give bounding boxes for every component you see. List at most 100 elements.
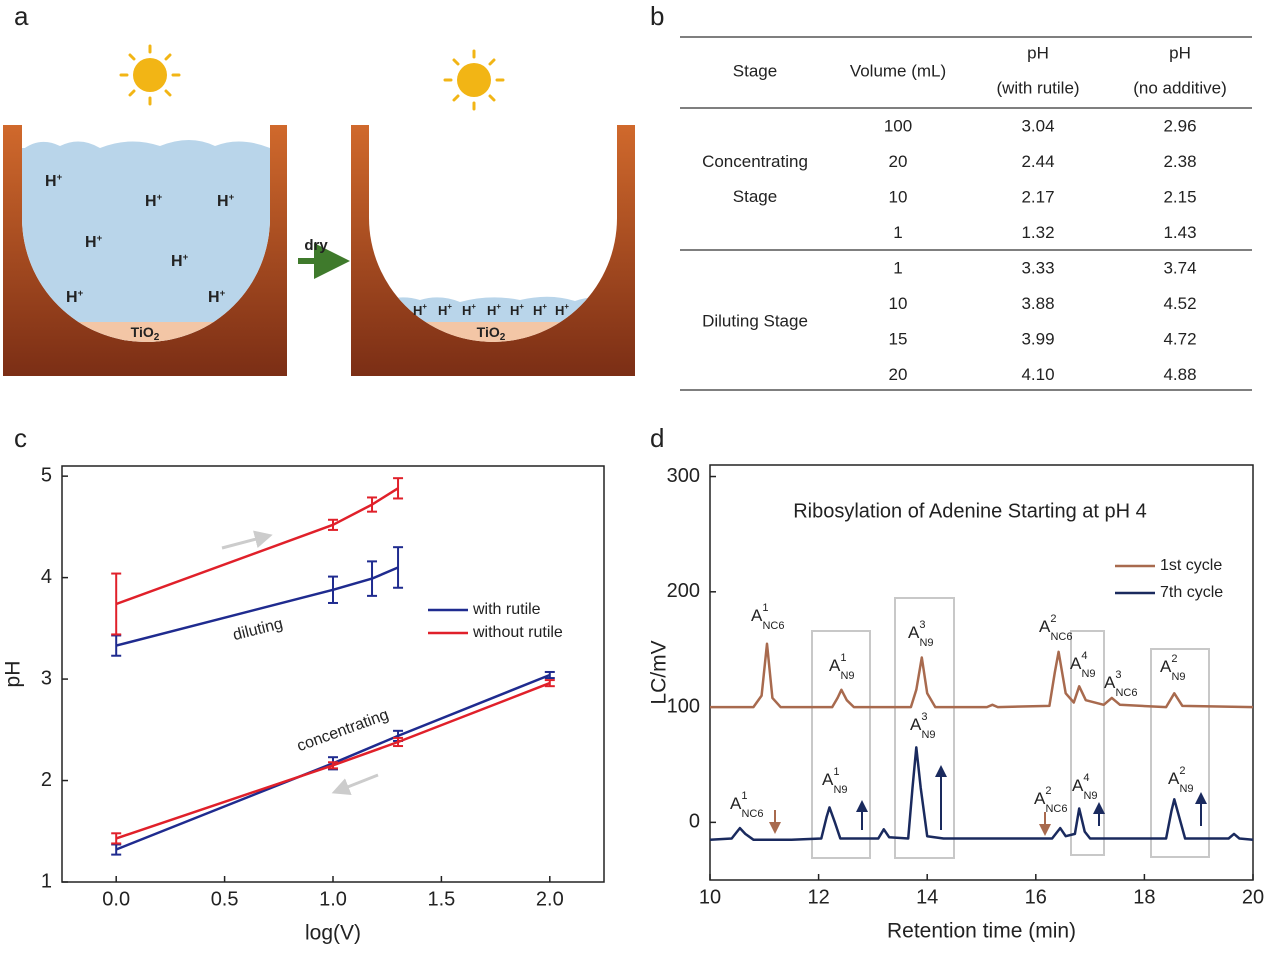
peak-sup: 3 <box>919 619 925 631</box>
substrate-text: TiO <box>477 324 500 340</box>
peak-label: A1 N9 <box>822 766 848 796</box>
ion-charge: + <box>183 252 189 263</box>
substrate-label: TiO2 <box>131 324 160 343</box>
direction-arrow <box>331 773 379 796</box>
error-bar <box>328 518 338 531</box>
error-bar <box>544 679 555 688</box>
ion-label: H+ <box>438 302 452 318</box>
ion-charge: + <box>447 302 452 311</box>
peak-label: A1 NC6 <box>730 790 763 820</box>
y-tick-label: 2 <box>41 769 52 791</box>
y-tick-label: 4 <box>41 566 52 588</box>
table-header: pH <box>1027 43 1049 62</box>
table-header: (with rutile) <box>996 78 1079 97</box>
peak-letter: A <box>751 606 763 625</box>
table-header: Volume (mL) <box>850 61 946 80</box>
panel-label: a <box>14 1 29 31</box>
ion-label: H+ <box>85 233 103 252</box>
peak-sup: 1 <box>762 602 768 614</box>
ion-symbol: H <box>217 193 229 210</box>
ion-label: H+ <box>462 302 476 318</box>
peak-label: A4 N9 <box>1070 650 1096 680</box>
table-cell: 10 <box>889 187 908 206</box>
ion-symbol: H <box>438 303 447 318</box>
table-cell: 1 <box>893 223 902 242</box>
ion-label: H+ <box>217 192 235 211</box>
ion-symbol: H <box>510 303 519 318</box>
ion-symbol: H <box>85 234 97 251</box>
peak-sub: N9 <box>840 670 854 682</box>
x-tick-label: 16 <box>1025 886 1047 908</box>
y-tick-label: 300 <box>667 465 700 487</box>
peak-letter: A <box>829 656 841 675</box>
ion-charge: + <box>157 192 163 203</box>
x-tick-label: 12 <box>807 886 829 908</box>
y-axis-label: LC/mV <box>648 640 671 704</box>
table-cell: 20 <box>889 365 908 384</box>
table-cell: 2.15 <box>1163 187 1196 206</box>
ion-charge: + <box>564 302 569 311</box>
x-tick-label: 1.5 <box>427 888 455 910</box>
peak-letter: A <box>1039 617 1051 636</box>
table-cell: 3.04 <box>1021 116 1054 135</box>
table-cell: 3.88 <box>1021 294 1054 313</box>
annotation: concentrating <box>295 706 391 755</box>
series-line <box>709 746 1254 841</box>
x-tick-label: 20 <box>1242 886 1264 908</box>
ion-label: H+ <box>171 252 189 271</box>
table-cell: 3.74 <box>1163 258 1196 277</box>
y-tick-label: 1 <box>41 870 52 892</box>
ion-label: H+ <box>487 302 501 318</box>
peak-sup: 2 <box>1171 653 1177 665</box>
x-tick-label: 1.0 <box>319 888 347 910</box>
peak-sup: 1 <box>833 766 839 778</box>
peak-letter: A <box>1070 654 1082 673</box>
ion-label: H+ <box>45 172 63 191</box>
error-bar <box>367 560 378 597</box>
panel-label: c <box>14 423 27 453</box>
table-cell: 1.32 <box>1021 223 1054 242</box>
table-cell: 10 <box>889 294 908 313</box>
table-header: (no additive) <box>1133 78 1227 97</box>
peak-sub: NC6 <box>1115 687 1137 699</box>
table-cell: 2.17 <box>1021 187 1054 206</box>
table-cell: 4.10 <box>1021 365 1054 384</box>
error-bar <box>111 832 122 845</box>
legend-label: without rutile <box>472 624 563 641</box>
y-tick-label: 3 <box>41 667 52 689</box>
peak-letter: A <box>822 770 834 789</box>
stage-label: Concentrating <box>702 152 808 171</box>
peak-sub: N9 <box>919 637 933 649</box>
peak-sup: 1 <box>840 652 846 664</box>
series-line <box>115 487 551 840</box>
table-cell: 15 <box>889 329 908 348</box>
peak-sup: 1 <box>741 790 747 802</box>
ion-symbol: H <box>413 303 422 318</box>
ion-charge: + <box>220 288 226 299</box>
peak-sup: 3 <box>921 711 927 723</box>
ion-label: H+ <box>413 302 427 318</box>
table-cell: 20 <box>889 152 908 171</box>
ion-label: H+ <box>66 288 84 307</box>
table-cell: 2.96 <box>1163 116 1196 135</box>
peak-sub: N9 <box>1171 671 1185 683</box>
error-bar <box>328 575 338 604</box>
peak-label: A2 NC6 <box>1039 613 1072 643</box>
x-tick-label: 10 <box>699 886 721 908</box>
peak-sup: 2 <box>1050 613 1056 625</box>
table-header: Stage <box>733 61 777 80</box>
peak-sup: 4 <box>1083 772 1089 784</box>
ion-symbol: H <box>171 253 183 270</box>
ion-symbol: H <box>145 193 157 210</box>
x-tick-label: 0.5 <box>211 888 239 910</box>
ion-symbol: H <box>45 173 57 190</box>
ion-symbol: H <box>487 303 496 318</box>
ion-label: H+ <box>208 288 226 307</box>
ion-charge: + <box>97 233 103 244</box>
error-bar <box>111 843 122 856</box>
table-cell: 1.43 <box>1163 223 1196 242</box>
series-line <box>710 642 1254 709</box>
error-bar <box>111 634 122 657</box>
peak-letter: A <box>1168 769 1180 788</box>
